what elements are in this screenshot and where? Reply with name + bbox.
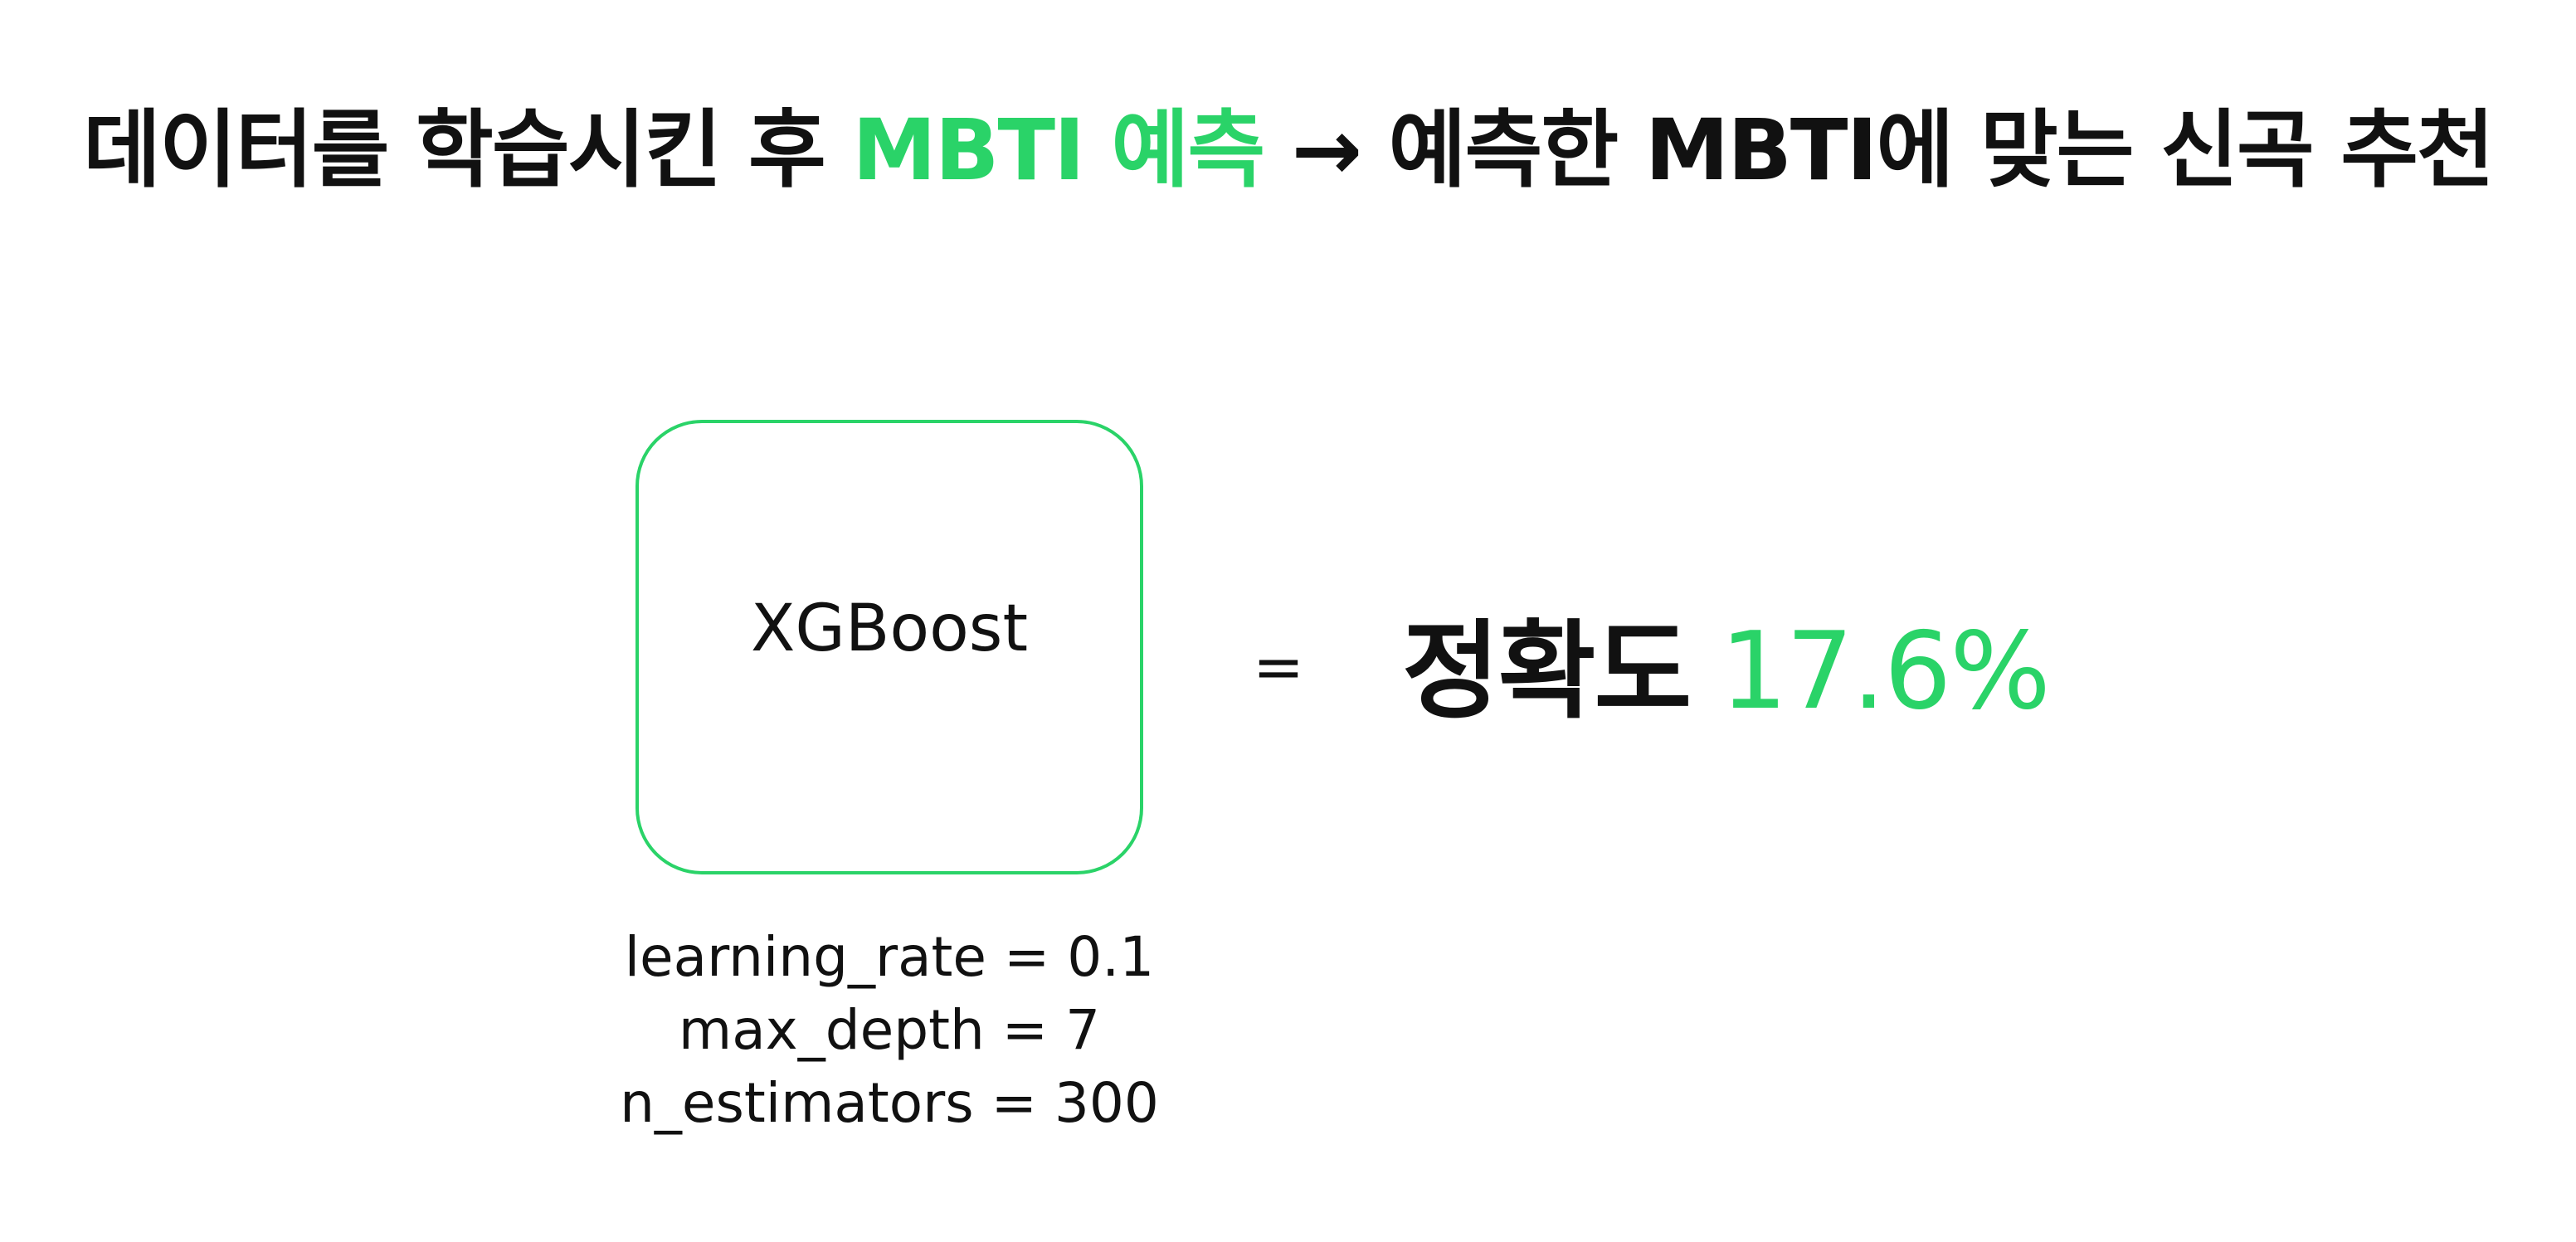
title-part-1: 데이터를 학습시킨 후 (83, 101, 853, 200)
model-box: XGBoost (635, 420, 1143, 874)
param-n-estimators: n_estimators = 300 (620, 1071, 1159, 1135)
slide-title: 데이터를 학습시킨 후 MBTI 예측 → 예측한 MBTI에 맞는 신곡 추천 (0, 93, 2576, 209)
title-highlight: MBTI 예측 (852, 101, 1265, 200)
model-parameters: learning_rate = 0.1 max_depth = 7 n_esti… (558, 921, 1221, 1140)
param-learning-rate: learning_rate = 0.1 (624, 925, 1155, 989)
equals-sign: = (1253, 631, 1305, 703)
param-max-depth: max_depth = 7 (678, 998, 1101, 1062)
title-part-2: → 예측한 MBTI에 맞는 신곡 추천 (1264, 101, 2495, 200)
accuracy-label: 정확도 (1402, 610, 1692, 733)
accuracy-result: 정확도 17.6% (1402, 606, 2051, 738)
model-name: XGBoost (750, 592, 1029, 666)
accuracy-value: 17.6% (1720, 610, 2051, 733)
